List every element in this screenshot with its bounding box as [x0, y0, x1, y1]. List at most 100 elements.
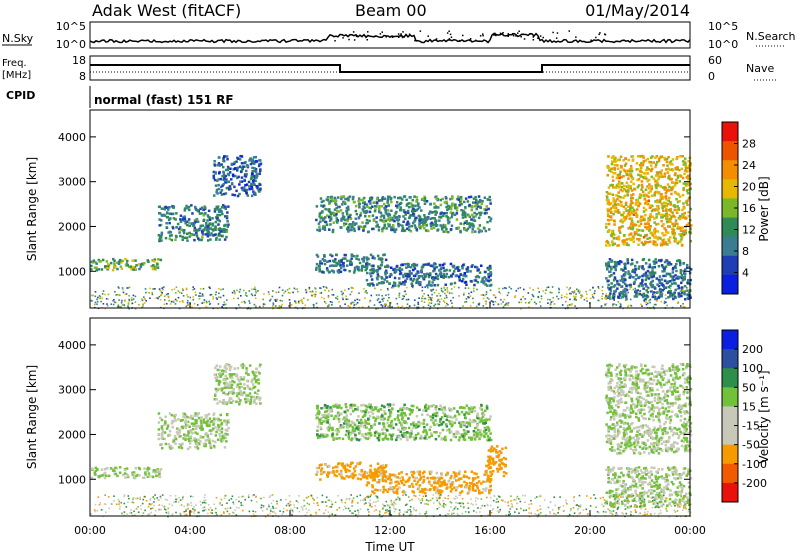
power-speckle [580, 297, 582, 299]
power-cell [365, 263, 368, 266]
power-cell [344, 254, 347, 257]
power-cell [409, 196, 412, 199]
power-cell [611, 160, 614, 163]
power-cell [681, 168, 684, 171]
noise-right-tick-top: 10^5 [708, 20, 738, 33]
power-speckle [422, 295, 424, 297]
power-cell [433, 203, 436, 206]
power-cell [424, 224, 427, 227]
power-speckle [483, 298, 485, 300]
power-speckle [412, 287, 414, 289]
velocity-cell [429, 415, 432, 418]
velocity-cell [360, 419, 363, 422]
power-speckle [168, 300, 170, 302]
power-speckle [330, 301, 332, 303]
power-cell [319, 260, 322, 263]
power-cell [667, 171, 670, 174]
power-cell [353, 230, 356, 233]
power-cell [394, 277, 397, 280]
power-cell [650, 284, 653, 287]
power-speckle [380, 289, 382, 291]
power-cell [622, 289, 625, 292]
power-cell [237, 167, 240, 170]
velocity-cell [225, 429, 228, 432]
power-cell [675, 167, 678, 170]
power-cell [253, 167, 256, 170]
power-cell [609, 271, 612, 274]
power-cell [226, 211, 229, 214]
velocity-cell [441, 407, 444, 410]
power-cell [355, 210, 358, 213]
power-cell [622, 269, 625, 272]
power-cell [434, 277, 437, 280]
power-cell [639, 194, 642, 197]
power-cell [682, 279, 685, 282]
velocity-cell [206, 424, 209, 427]
power-speckle [517, 288, 519, 290]
power-cell [674, 274, 677, 277]
power-cell [653, 177, 656, 180]
power-cell [674, 209, 677, 212]
velocity-cell [194, 419, 197, 422]
power-speckle [443, 287, 445, 289]
velocity-cell [113, 470, 116, 473]
power-speckle [561, 297, 563, 299]
power-cell [389, 275, 392, 278]
power-cell [375, 221, 378, 224]
power-cell [605, 295, 608, 298]
power-speckle [683, 306, 685, 308]
power-cell [186, 237, 189, 240]
power-cell [360, 226, 363, 229]
power-speckle [104, 294, 106, 296]
velocity-cell [423, 426, 426, 429]
power-speckle [601, 305, 603, 307]
power-speckle [569, 304, 571, 306]
colorbar-segment [722, 160, 738, 180]
power-cell [415, 200, 418, 203]
velocity-cell [95, 467, 98, 470]
power-cell [481, 279, 484, 282]
power-speckle [218, 303, 220, 305]
power-cell [648, 191, 651, 194]
power-speckle [194, 288, 196, 290]
power-cell [624, 239, 627, 242]
power-cell [607, 213, 610, 216]
power-cell [205, 222, 208, 225]
power-cell [486, 221, 489, 224]
velocity-cell [187, 432, 190, 435]
power-cell [616, 282, 619, 285]
power-speckle [438, 304, 440, 306]
power-cell [450, 283, 453, 286]
velocity-cell [225, 367, 228, 370]
power-speckle [212, 298, 214, 300]
power-cell [245, 170, 248, 173]
power-cell [474, 230, 477, 233]
power-speckle [176, 300, 178, 302]
noise-search-dot [552, 32, 554, 34]
power-cell [666, 161, 669, 164]
velocity-cell [244, 387, 247, 390]
power-cell [483, 227, 486, 230]
power-cell [380, 264, 383, 267]
velocity-cell [226, 413, 229, 416]
power-cell [172, 227, 175, 230]
power-cell [392, 269, 395, 272]
velocity-cell [152, 476, 155, 479]
velocity-cell [217, 439, 220, 442]
power-speckle [500, 299, 502, 301]
power-cell [630, 194, 633, 197]
power-cell [675, 198, 678, 201]
power-speckle [255, 305, 257, 307]
power-cell [645, 279, 648, 282]
power-cell [484, 197, 487, 200]
power-cell [613, 223, 616, 226]
power-cell [647, 241, 650, 244]
power-cell [621, 182, 624, 185]
power-cell [624, 273, 627, 276]
power-cell [618, 229, 621, 232]
power-speckle [91, 300, 93, 302]
power-speckle [414, 299, 416, 301]
power-speckle [202, 293, 204, 295]
power-cell [648, 187, 651, 190]
power-speckle [306, 292, 308, 294]
